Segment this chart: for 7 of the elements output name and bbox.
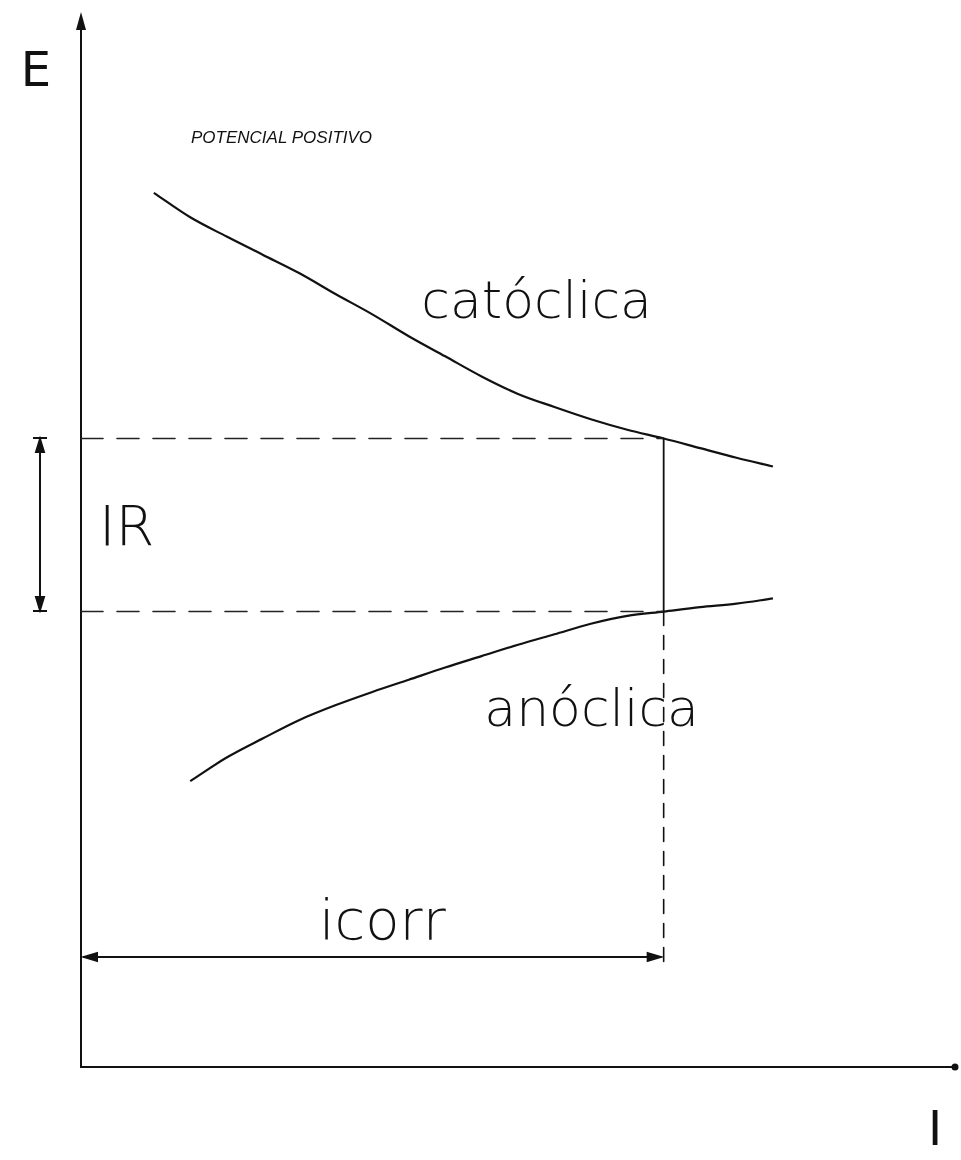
y-axis-title: E <box>20 41 52 97</box>
series-label: catóclica <box>421 270 652 331</box>
annotation: icorr <box>319 887 446 952</box>
series-label: anóclica <box>484 678 699 739</box>
text: POTENCIAL POSITIVO <box>191 128 373 147</box>
x-axis-title: I <box>927 1100 943 1156</box>
annotation: IR <box>99 493 155 559</box>
